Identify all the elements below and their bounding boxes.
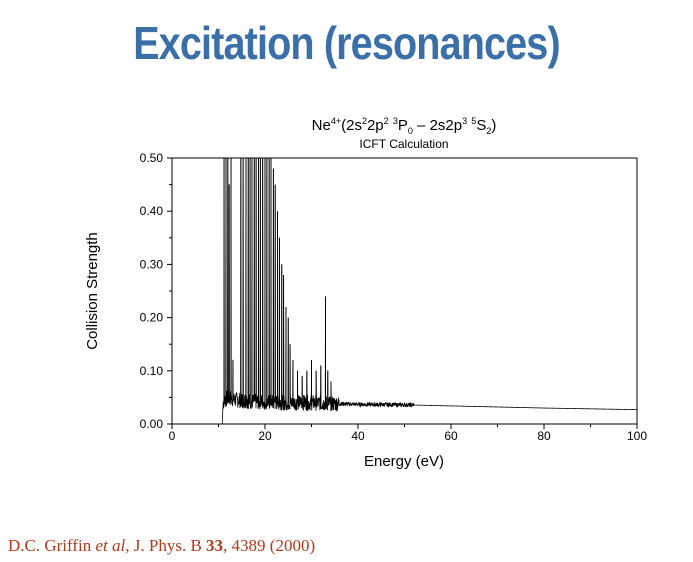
y-tick-label: 0.40: [140, 204, 164, 218]
y-tick-label: 0.00: [140, 417, 164, 431]
chart-subtitle: ICFT Calculation: [359, 137, 448, 151]
title-term2: S: [476, 117, 486, 134]
y-tick-label: 0.50: [140, 151, 164, 165]
citation-etal: et al: [95, 536, 126, 555]
y-axis-title: Collision Strength: [84, 232, 101, 350]
title-dash: – 2s2p: [413, 117, 462, 134]
x-tick-label: 20: [258, 429, 272, 443]
axis-ticks: 0 20 40 60 80 100 0.00 0.10 0.20 0.30 0.40 0.50: [140, 151, 648, 443]
title-open: (2s: [341, 117, 362, 134]
slide-title: Excitation (resonances): [133, 17, 560, 69]
citation-journal: , J. Phys. B: [125, 536, 207, 555]
y-tick-label: 0.30: [140, 257, 164, 271]
title-p1: 2p: [367, 117, 384, 134]
x-axis-title: Energy (eV): [364, 453, 444, 470]
data-layer: [220, 157, 638, 425]
title-e3: 3: [462, 116, 467, 126]
title-e1: 2: [362, 116, 367, 126]
title-mult2: 5: [471, 116, 476, 126]
y-tick-label: 0.10: [140, 364, 164, 378]
title-j2: 2: [486, 126, 491, 136]
y-tick-label: 0.20: [140, 311, 164, 325]
title-charge: 4+: [331, 116, 341, 126]
title-j1: 0: [408, 126, 413, 136]
title-e2: 2: [384, 116, 389, 126]
x-tick-label: 0: [169, 429, 176, 443]
title-term1: P: [398, 117, 408, 134]
title-close: ): [491, 117, 496, 134]
x-tick-label: 40: [351, 429, 365, 443]
x-tick-label: 100: [627, 429, 647, 443]
citation-rest: , 4389 (2000): [223, 536, 316, 555]
title-mult1: 3: [393, 116, 398, 126]
title-ion: Ne: [312, 117, 331, 134]
citation-authors: D.C. Griffin: [8, 536, 96, 555]
x-tick-label: 60: [444, 429, 458, 443]
citation-volume: 33: [206, 536, 224, 555]
citation: D.C. Griffin et al, J. Phys. B 33, 4389 …: [8, 536, 315, 556]
plot-frame: [171, 157, 638, 425]
chart-title: Ne4+(2s22p2 3P0 – 2s2p3 5S2): [312, 116, 497, 136]
x-tick-label: 80: [537, 429, 551, 443]
